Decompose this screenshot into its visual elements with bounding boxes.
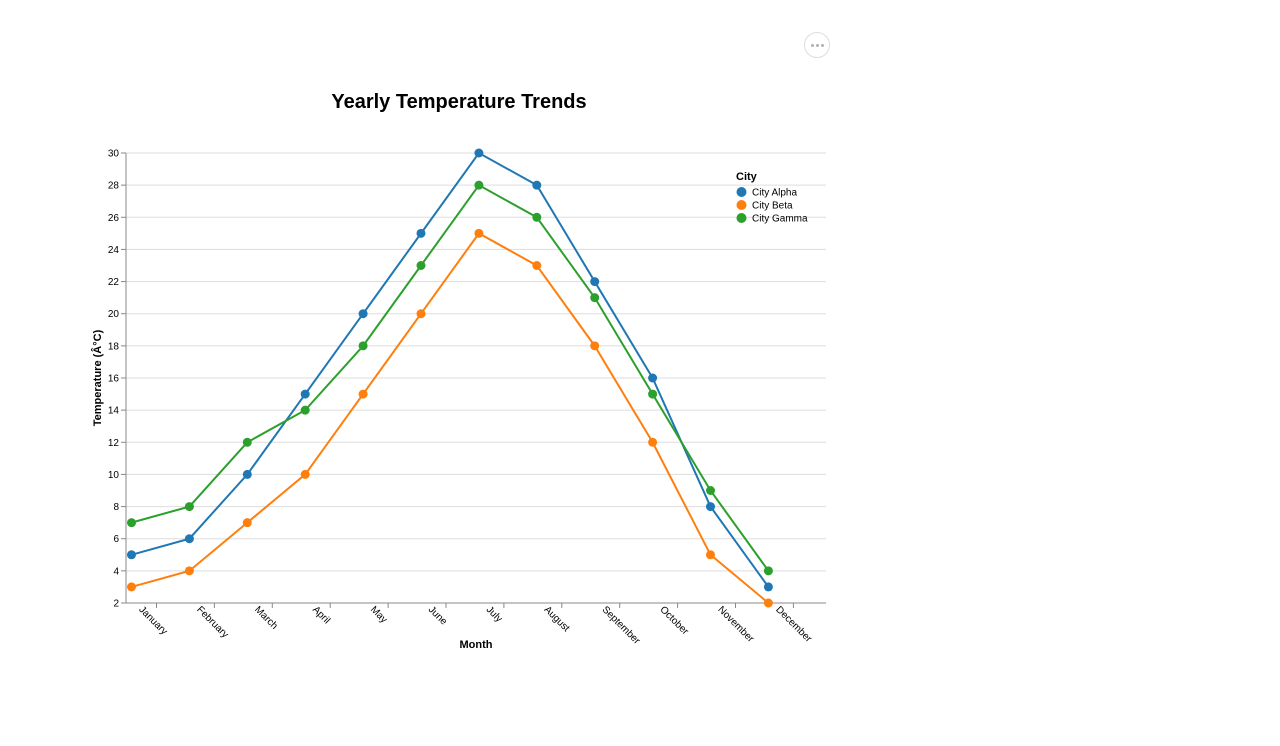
x-tick-label: October [657, 604, 690, 637]
data-point [590, 277, 600, 287]
y-tick-label: 20 [108, 309, 120, 320]
legend: City City Alpha City Beta City Gamma [736, 171, 808, 225]
x-tick-label: February [194, 604, 230, 640]
data-point [763, 566, 773, 576]
series-line [131, 232, 770, 604]
ellipsis-icon [810, 43, 814, 47]
data-point [300, 389, 310, 399]
x-axis-label: Month [460, 639, 493, 651]
y-tick-label: 16 [108, 374, 120, 385]
x-tick-label: November [715, 604, 756, 645]
chart-menu-button[interactable] [804, 32, 830, 58]
data-point [706, 502, 715, 512]
y-tick-label: 24 [108, 245, 120, 256]
series-points [127, 148, 773, 608]
data-point [532, 212, 542, 222]
data-point [590, 341, 600, 351]
data-point [474, 180, 484, 190]
y-tick-label: 18 [108, 341, 120, 352]
data-point [416, 309, 426, 319]
x-tick-label: April [310, 604, 332, 626]
legend-label: City Gamma [752, 214, 808, 225]
y-tick-label: 2 [113, 599, 119, 610]
y-tick-label: 8 [113, 502, 119, 513]
x-tick-label: July [484, 604, 504, 624]
y-tick-label: 26 [108, 213, 120, 224]
x-tick-label: January [136, 604, 169, 637]
legend-label: City Alpha [752, 188, 797, 199]
y-tick-label: 10 [108, 470, 120, 481]
data-point [184, 566, 194, 576]
data-point [184, 534, 194, 544]
data-point [648, 437, 658, 447]
legend-swatch [736, 213, 747, 223]
data-point [127, 550, 136, 560]
ellipsis-icon [820, 43, 824, 47]
ellipsis-icon [815, 43, 819, 47]
chart-title: Yearly Temperature Trends [331, 91, 586, 113]
x-tick-label: May [368, 604, 389, 625]
data-point [300, 405, 310, 415]
data-point [416, 228, 426, 238]
y-tick-label: 6 [113, 534, 119, 545]
data-point [590, 293, 600, 303]
data-point [763, 582, 773, 592]
data-point [648, 389, 658, 399]
y-tick-label: 4 [113, 566, 119, 577]
series-line [131, 151, 770, 588]
data-point [127, 582, 136, 592]
data-point [242, 518, 252, 528]
y-tick-label: 28 [108, 181, 120, 192]
data-point [706, 550, 715, 560]
series-line [131, 183, 770, 572]
y-tick-label: 14 [108, 406, 120, 417]
data-point [532, 180, 542, 190]
data-point [242, 469, 252, 479]
x-tick-label: March [252, 604, 279, 631]
data-point [127, 518, 136, 528]
y-tick-label: 30 [108, 149, 120, 160]
data-point [358, 341, 368, 351]
y-tick-label: 22 [108, 277, 120, 288]
series-lines [131, 151, 770, 604]
x-tick-label: December [773, 604, 814, 645]
data-point [416, 261, 426, 270]
x-tick-label: September [600, 604, 643, 647]
y-axis-label: Temperature (Â°C) [91, 329, 104, 426]
data-point [300, 469, 310, 479]
data-point [242, 437, 252, 447]
data-point [763, 598, 773, 608]
data-point [706, 486, 715, 495]
x-tick-label: August [542, 604, 572, 634]
legend-swatch [736, 200, 747, 210]
data-point [184, 502, 194, 512]
data-point [474, 228, 484, 238]
data-point [474, 148, 484, 158]
legend-label: City Beta [752, 201, 793, 212]
data-point [648, 373, 658, 383]
data-point [358, 309, 368, 319]
data-point [358, 389, 368, 399]
legend-title: City [736, 171, 758, 183]
legend-swatch [736, 187, 747, 197]
data-point [532, 261, 542, 270]
y-tick-label: 12 [108, 438, 120, 449]
